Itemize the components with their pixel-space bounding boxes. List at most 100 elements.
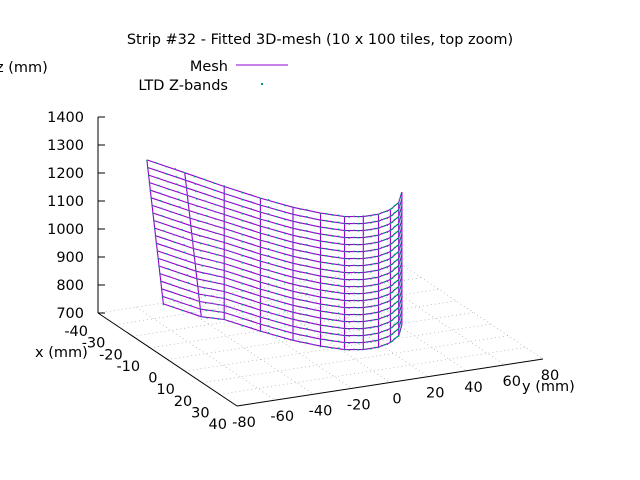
ltd-z-band-point bbox=[250, 229, 252, 231]
ltd-z-band-point bbox=[398, 258, 400, 260]
ltd-z-band-point bbox=[319, 339, 322, 341]
ltd-z-band-point bbox=[343, 292, 346, 295]
y-tick-label: -80 bbox=[232, 415, 256, 431]
ltd-z-band-point bbox=[370, 271, 372, 273]
ltd-z-band-point bbox=[267, 255, 270, 257]
ltd-z-band-point bbox=[380, 316, 383, 319]
ltd-z-band-point bbox=[223, 241, 225, 243]
ltd-z-band-point bbox=[399, 322, 401, 325]
ltd-z-band-point bbox=[398, 289, 401, 292]
ltd-z-band-point bbox=[223, 192, 225, 194]
ltd-z-band-point bbox=[398, 331, 401, 334]
ltd-z-band-point bbox=[250, 194, 252, 196]
ltd-z-band-point bbox=[380, 295, 383, 298]
ltd-z-band-point bbox=[353, 222, 355, 224]
ltd-z-band-point bbox=[259, 288, 262, 290]
ltd-z-band-point bbox=[205, 215, 208, 217]
ltd-z-band-point bbox=[398, 198, 401, 201]
ltd-z-band-point bbox=[267, 248, 270, 250]
mesh-column-line bbox=[184, 172, 202, 317]
legend-label-mesh: Mesh bbox=[190, 59, 228, 75]
ltd-z-band-point bbox=[170, 211, 172, 213]
ltd-z-band-point bbox=[395, 301, 398, 303]
ltd-z-band-point bbox=[380, 260, 383, 263]
ltd-z-band-point bbox=[292, 304, 294, 306]
ltd-z-band-point bbox=[377, 304, 380, 307]
ltd-z-band-point bbox=[312, 323, 315, 325]
ltd-z-band-point bbox=[312, 239, 315, 241]
ltd-z-band-point bbox=[223, 262, 225, 264]
ltd-z-band-point bbox=[348, 286, 350, 288]
ltd-z-band-point bbox=[325, 276, 328, 278]
ltd-z-band-point bbox=[217, 318, 220, 320]
ltd-z-band-point bbox=[366, 250, 368, 252]
ltd-z-band-point bbox=[169, 203, 171, 206]
ltd-z-band-point bbox=[292, 262, 294, 264]
ltd-z-band-point bbox=[357, 293, 360, 295]
ltd-z-band-point bbox=[370, 250, 372, 252]
ltd-z-band-point bbox=[180, 221, 183, 223]
ltd-z-band-point bbox=[386, 336, 389, 338]
ltd-z-band-point bbox=[292, 325, 294, 327]
ltd-z-band-point bbox=[343, 313, 346, 316]
ltd-z-band-point bbox=[173, 241, 176, 244]
ltd-z-band-point bbox=[214, 225, 217, 227]
ltd-z-band-point bbox=[366, 222, 368, 224]
ltd-z-band-point bbox=[400, 326, 402, 328]
ltd-z-band-point bbox=[331, 291, 334, 293]
ltd-z-band-point bbox=[205, 302, 207, 304]
ltd-z-band-point bbox=[325, 220, 328, 222]
ltd-z-band-point bbox=[357, 244, 360, 246]
ltd-z-band-point bbox=[353, 278, 355, 280]
ltd-z-band-point bbox=[374, 269, 376, 272]
ltd-z-band-point bbox=[325, 234, 328, 236]
ltd-z-band-point bbox=[306, 286, 308, 288]
ltd-z-band-point bbox=[203, 178, 206, 180]
ltd-z-band-point bbox=[153, 220, 155, 222]
ltd-z-band-point bbox=[216, 268, 218, 270]
ltd-z-band-point bbox=[337, 235, 340, 237]
ltd-z-band-point bbox=[292, 206, 294, 208]
ltd-z-band-point bbox=[331, 284, 334, 286]
ltd-z-band-point bbox=[383, 218, 386, 220]
ltd-z-band-point bbox=[284, 330, 286, 333]
ltd-z-band-point bbox=[214, 218, 217, 220]
ltd-z-band-point bbox=[312, 330, 315, 332]
ltd-z-band-point bbox=[386, 308, 389, 310]
ltd-z-band-point bbox=[366, 327, 368, 329]
ltd-z-band-point bbox=[393, 288, 396, 291]
ltd-z-band-point bbox=[374, 311, 376, 314]
ltd-z-band-point bbox=[383, 344, 386, 346]
ltd-z-band-point bbox=[377, 332, 380, 335]
ltd-z-band-point bbox=[284, 211, 286, 214]
ltd-z-band-point bbox=[337, 263, 340, 265]
ltd-z-band-point bbox=[391, 340, 394, 342]
ltd-z-band-point bbox=[366, 271, 368, 273]
ltd-z-band-point bbox=[177, 190, 179, 193]
ltd-z-band-point bbox=[188, 209, 190, 212]
ltd-z-band-point bbox=[207, 236, 209, 239]
ltd-z-band-point bbox=[267, 220, 270, 222]
ltd-z-band-point bbox=[250, 285, 252, 287]
ltd-z-band-point bbox=[232, 188, 234, 191]
ltd-z-band-point bbox=[377, 276, 380, 279]
ltd-z-band-point bbox=[177, 272, 179, 274]
ltd-z-band-point bbox=[319, 276, 322, 278]
ltd-z-band-point bbox=[331, 249, 334, 251]
ltd-z-band-point bbox=[362, 250, 364, 252]
ltd-z-band-point bbox=[189, 297, 191, 299]
ltd-z-band-point bbox=[398, 244, 400, 246]
ltd-z-band-point bbox=[259, 246, 262, 248]
ltd-z-band-point bbox=[370, 313, 372, 315]
ltd-z-band-point bbox=[331, 347, 334, 349]
ltd-z-band-point bbox=[232, 195, 234, 198]
ltd-z-band-point bbox=[172, 234, 175, 236]
ltd-z-band-point bbox=[267, 213, 270, 215]
ltd-z-band-point bbox=[152, 212, 154, 215]
ltd-z-band-point bbox=[325, 304, 328, 306]
ltd-z-band-point bbox=[284, 267, 286, 270]
ltd-z-band-point bbox=[204, 294, 206, 297]
ltd-z-band-point bbox=[391, 291, 394, 293]
ltd-z-band-point bbox=[377, 255, 380, 258]
